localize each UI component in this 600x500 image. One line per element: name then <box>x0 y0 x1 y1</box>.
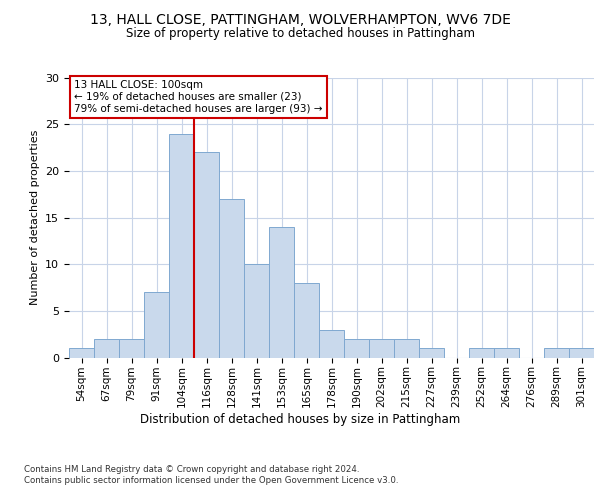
Bar <box>94 339 119 357</box>
Bar <box>294 283 319 358</box>
Bar <box>244 264 269 358</box>
Bar <box>169 134 194 358</box>
Bar <box>494 348 519 358</box>
Bar <box>269 227 294 358</box>
Bar <box>344 339 369 357</box>
Bar <box>194 152 219 358</box>
Text: 13 HALL CLOSE: 100sqm
← 19% of detached houses are smaller (23)
79% of semi-deta: 13 HALL CLOSE: 100sqm ← 19% of detached … <box>74 80 323 114</box>
Y-axis label: Number of detached properties: Number of detached properties <box>29 130 40 305</box>
Text: Size of property relative to detached houses in Pattingham: Size of property relative to detached ho… <box>125 28 475 40</box>
Bar <box>144 292 169 358</box>
Text: Contains public sector information licensed under the Open Government Licence v3: Contains public sector information licen… <box>24 476 398 485</box>
Bar <box>69 348 94 358</box>
Bar <box>219 199 244 358</box>
Bar <box>544 348 569 358</box>
Bar <box>394 339 419 357</box>
Bar <box>569 348 594 358</box>
Text: Distribution of detached houses by size in Pattingham: Distribution of detached houses by size … <box>140 412 460 426</box>
Bar <box>319 330 344 357</box>
Text: Contains HM Land Registry data © Crown copyright and database right 2024.: Contains HM Land Registry data © Crown c… <box>24 465 359 474</box>
Text: 13, HALL CLOSE, PATTINGHAM, WOLVERHAMPTON, WV6 7DE: 13, HALL CLOSE, PATTINGHAM, WOLVERHAMPTO… <box>89 12 511 26</box>
Bar <box>369 339 394 357</box>
Bar <box>469 348 494 358</box>
Bar <box>419 348 444 358</box>
Bar <box>119 339 144 357</box>
